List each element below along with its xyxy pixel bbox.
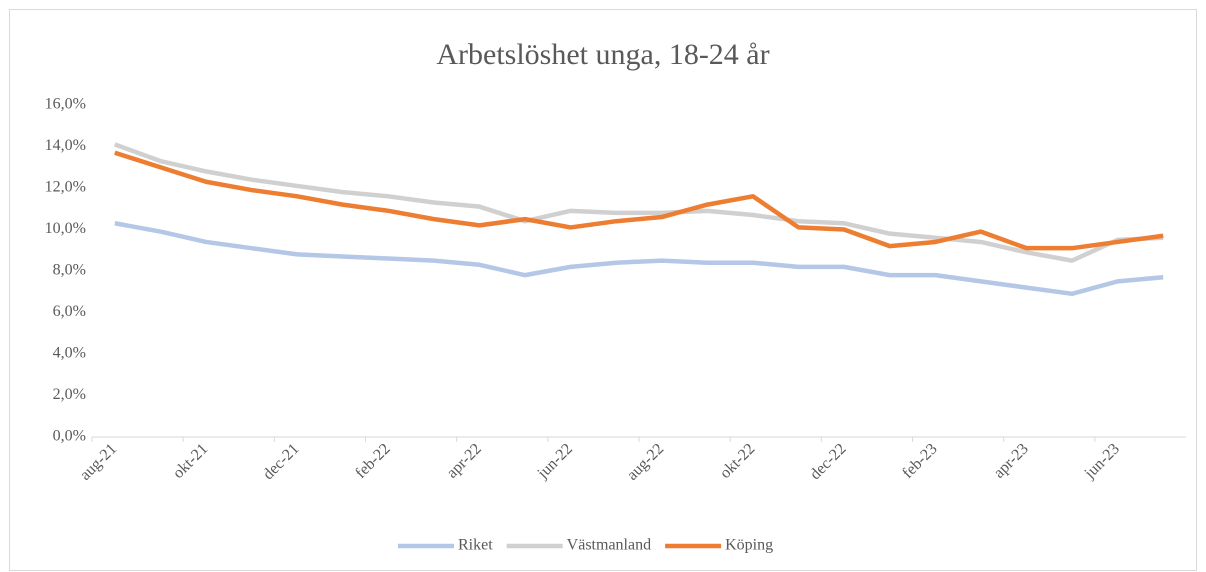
chart-border [9, 9, 1197, 571]
chart-title: Arbetslöshet unga, 18-24 år [436, 38, 769, 71]
y-tick-label: 0,0% [53, 428, 86, 445]
y-tick-label: 2,0% [53, 386, 86, 403]
series-line [114, 221, 1164, 297]
y-tick-label: 6,0% [53, 303, 86, 320]
y-tick-label: 12,0% [45, 179, 86, 196]
series-line [114, 142, 1164, 263]
legend-label: Köping [725, 537, 773, 554]
legend-label: Västmanland [567, 537, 651, 554]
y-tick-label: 14,0% [45, 137, 86, 154]
y-tick-label: 16,0% [45, 96, 86, 113]
y-tick-label: 4,0% [53, 345, 86, 362]
y-tick-label: 8,0% [53, 262, 86, 279]
legend-label: Riket [458, 537, 493, 554]
series-line [114, 150, 1164, 251]
y-tick-label: 10,0% [45, 220, 86, 237]
